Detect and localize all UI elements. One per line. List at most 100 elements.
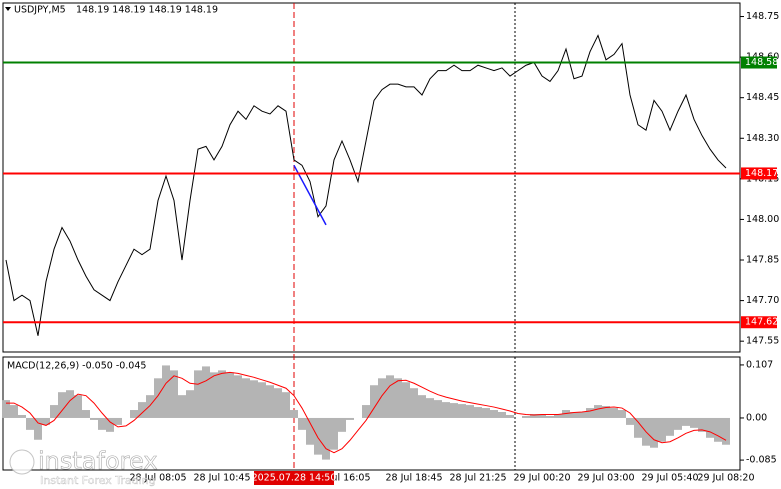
x-tick-label: 28 Jul 08:05 [130,473,187,484]
histogram-bar [714,417,722,442]
histogram-bar [466,405,474,418]
histogram-bar [434,400,442,418]
level-label-box [741,56,777,69]
y-tick-label: 147.85 [746,255,779,266]
histogram-bar [210,372,218,418]
histogram-bar [386,375,394,418]
histogram-bar [74,395,82,418]
histogram-bar [290,410,298,418]
histogram-bar [634,417,642,438]
histogram-bar [370,385,378,418]
histogram-bar [170,370,178,418]
y-tick-label: 147.70 [746,295,779,306]
content: 147.55147.70147.85148.00148.15148.30148.… [2,3,779,485]
histogram-bar [114,417,122,425]
histogram-bar [346,417,354,420]
x-tick-label: 28 Jul 21:25 [450,473,507,484]
histogram-bar [298,417,306,430]
histogram-bar [474,407,482,418]
macd-title: MACD(12,26,9) -0.050 -0.045 [7,361,146,372]
histogram-bar [682,417,690,426]
histogram-bar [314,417,322,455]
histogram-bar [706,417,714,438]
histogram-bar [2,400,10,418]
histogram-bar [202,366,210,418]
chart-subtitle: 148.19 148.19 148.19 148.19 [76,5,218,16]
trend-line [293,164,327,226]
histogram-bar [458,404,466,418]
histogram-bar [394,378,402,418]
histogram-bar [66,390,74,418]
histogram-bar [674,417,682,430]
x-tick-label: 28 Jul 10:45 [194,473,251,484]
histogram-bar [194,370,202,418]
x-tick-label: 28 Jul 16:05 [314,473,371,484]
histogram-bar [626,417,634,425]
histogram-bar [42,417,50,425]
histogram-bar [498,412,506,418]
histogram-bar [146,395,154,418]
histogram-bar [266,385,274,418]
histogram-bar [218,370,226,418]
watermark-logo [9,449,35,475]
x-tick-label: 29 Jul 05:40 [642,473,699,484]
signal-line [6,371,727,454]
histogram-bar [450,403,458,418]
histogram-bar [618,410,626,418]
histogram-bar [186,390,194,418]
histogram-bar [18,414,26,418]
histogram-bar [242,378,250,418]
histogram-bar [322,417,330,460]
histogram-bar [226,372,234,418]
x-tick-label: 29 Jul 00:20 [514,473,571,484]
y-tick-label: 148.45 [746,92,779,103]
histogram-bar [522,415,530,418]
histogram-bar [34,417,42,440]
x-tick-label: 28 Jul 18:45 [386,473,443,484]
marker-label-box [254,471,334,485]
histogram-bar [482,408,490,418]
y-tick-label: 147.55 [746,336,779,347]
histogram-bar [490,410,498,418]
watermark-subtitle: Instant Forex Trading [40,474,156,487]
histogram-bar [690,417,698,428]
watermark: instaforex Instant Forex Trading [9,447,158,487]
histogram-bar [250,380,258,418]
histogram-bar [650,417,658,448]
y-tick-label: 148.75 [746,11,779,22]
histogram-bar [306,417,314,445]
histogram-bar [106,417,114,432]
histogram-bar [330,417,338,450]
price-pane [2,2,741,353]
histogram-bar [410,388,418,418]
histogram-bar [554,413,562,418]
title-arrow [5,7,11,11]
y-tick-label: 148.00 [746,214,779,225]
histogram-bar [234,375,242,418]
x-tick-label: 29 Jul 08:20 [698,473,755,484]
chart-title: USDJPY,M5 [14,5,66,16]
histogram-bar [506,414,514,418]
histogram-bar [378,378,386,418]
histogram-bar [610,408,618,418]
histogram-bar [98,417,106,430]
histogram-bar [530,413,538,418]
histogram-bar [594,405,602,418]
histogram-bar [586,408,594,418]
watermark-title: instaforex [38,447,158,475]
histogram-bar [698,417,706,432]
histogram-bar [426,398,434,418]
histogram-bar [362,405,370,418]
histogram-bar [722,417,730,445]
histogram-bar [274,388,282,418]
histogram-bar [90,417,98,420]
histogram-bar [546,415,554,418]
histogram-bar [162,365,170,418]
marker-label: 2025.07.28 14:50 [252,473,337,484]
histogram-bar [26,417,34,430]
histogram-bar [602,406,610,418]
price-line [5,34,727,336]
histogram-bar [258,382,266,418]
y-tick-label: 0.107 [746,359,773,370]
